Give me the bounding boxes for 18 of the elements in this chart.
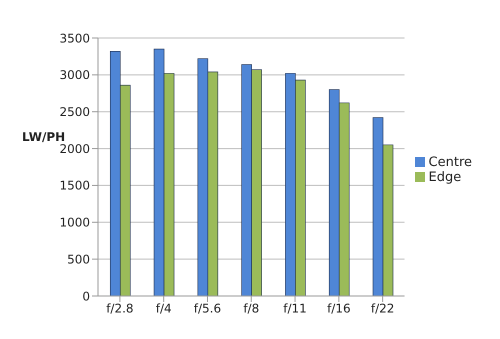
x-tick-label: f/22 bbox=[370, 302, 394, 316]
x-tick-label: f/11 bbox=[283, 302, 307, 316]
y-tick-label: 0 bbox=[82, 289, 90, 304]
x-tick-label: f/5.6 bbox=[194, 302, 222, 316]
y-tick-label: 3000 bbox=[59, 68, 90, 82]
y-tick-label: 2000 bbox=[59, 142, 90, 156]
y-tick-label: 1500 bbox=[59, 178, 90, 193]
legend-label: Edge bbox=[428, 170, 462, 184]
x-tick-label: f/8 bbox=[243, 302, 260, 316]
y-tick-label: 3500 bbox=[59, 31, 90, 46]
legend-label: Centre bbox=[428, 154, 472, 170]
y-axis-title: LW/PH bbox=[22, 130, 66, 144]
x-tick-label: f/4 bbox=[156, 302, 172, 316]
x-tick-label: f/2.8 bbox=[106, 302, 134, 316]
x-tick-label: f/16 bbox=[327, 302, 351, 316]
y-tick-label: 500 bbox=[67, 252, 90, 266]
y-tick-label: 1000 bbox=[59, 216, 90, 230]
y-tick-label: 2500 bbox=[59, 104, 90, 119]
